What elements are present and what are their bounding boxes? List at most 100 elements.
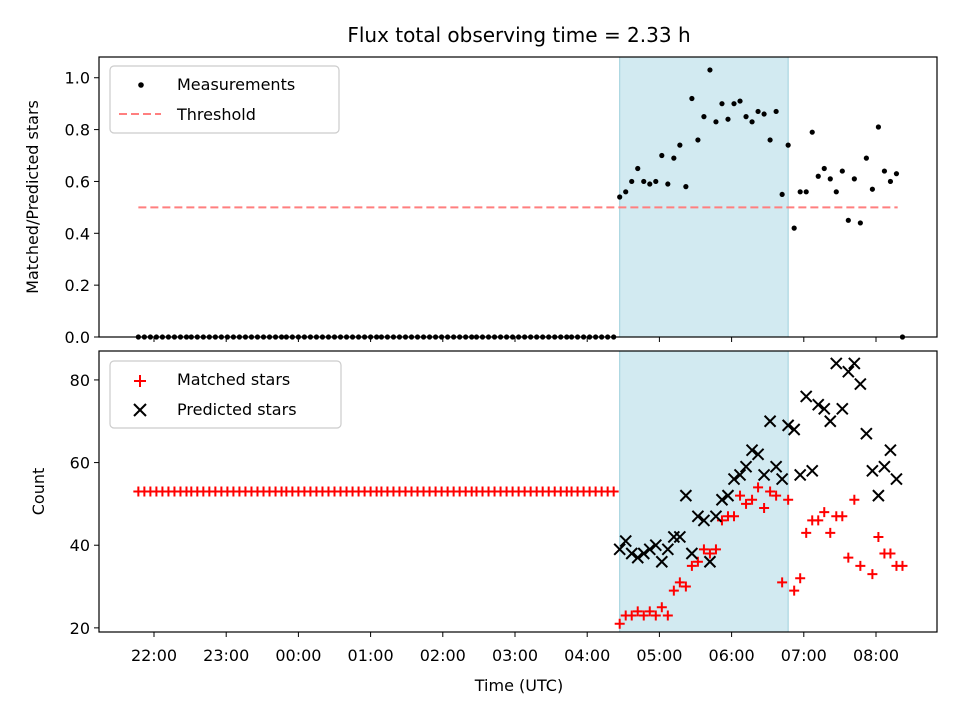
matched-star-point [771, 490, 782, 501]
measurement-point [737, 98, 743, 104]
count-legend-box [109, 360, 342, 429]
count-y-axis-label: Count [29, 468, 48, 516]
measurement-point [797, 189, 803, 195]
predicted-star-point [619, 534, 632, 548]
matched-star-point [759, 503, 770, 514]
matched-star-point [716, 515, 727, 526]
predicted-star-point [806, 464, 819, 478]
measurement-point [623, 189, 629, 195]
measurements-legend-label: Measurements [177, 75, 295, 94]
predicted-star-point [884, 443, 897, 457]
x-tick-label: 04:00 [564, 646, 610, 665]
predicted-star-point [613, 543, 626, 556]
predicted-star-point [757, 468, 771, 482]
matched-star-point [656, 602, 667, 613]
predicted-star-point [818, 402, 831, 416]
threshold-legend-label: Threshold [176, 105, 256, 124]
predicted-star-point [890, 472, 903, 486]
predicted-star-point [679, 489, 693, 502]
predicted-star-point [812, 398, 825, 411]
matched-star-point [644, 606, 655, 617]
measurement-point [665, 181, 671, 187]
measurement-point [779, 191, 785, 198]
matched-star-point [698, 544, 709, 555]
matched-star-point [873, 531, 884, 542]
predicted-star-point [727, 472, 741, 486]
predicted-star-point [691, 510, 705, 523]
predicted-star-point [625, 547, 638, 560]
measurement-point [875, 124, 882, 130]
measurement-point [791, 225, 797, 231]
measurement-point [617, 194, 623, 200]
x-tick-label: 03:00 [492, 646, 538, 665]
predicted-star-point [739, 460, 753, 473]
predicted-star-point [673, 530, 687, 544]
matched-star-point [614, 618, 625, 629]
matched-star-point [650, 610, 661, 621]
matched-star-point [753, 482, 764, 493]
predicted-star-point [751, 448, 765, 461]
matched-star-point [668, 585, 679, 596]
predicted-star-point [649, 539, 662, 552]
predicted-star-point [848, 357, 861, 370]
measurement-point [821, 165, 827, 172]
x-tick-label: 05:00 [636, 646, 682, 665]
matched-star-point [626, 610, 637, 621]
matched-star-point [710, 544, 721, 555]
predicted-star-point [781, 419, 795, 432]
matched-star-point [897, 560, 908, 571]
x-tick-label: 00:00 [275, 646, 321, 665]
measurement-point [653, 178, 659, 185]
predicted-star-point [733, 468, 747, 482]
matched-star-point [729, 511, 740, 522]
matched-star-point [813, 515, 824, 526]
predicted-star-point [830, 357, 843, 370]
measurement-point [707, 67, 713, 73]
predicted-star-point [745, 443, 759, 457]
measurement-point [857, 220, 863, 226]
measurement-point [803, 189, 809, 195]
x-tick-label: 06:00 [709, 646, 755, 665]
matched-star-point [608, 486, 619, 497]
predicted-star-point [715, 493, 729, 506]
matched-star-point [777, 577, 788, 588]
measurement-point [695, 137, 701, 143]
predicted-legend-label: Predicted stars [177, 400, 297, 419]
predicted-star-point [703, 555, 717, 568]
matched-star-point [741, 498, 752, 509]
matched-star-point [819, 507, 830, 518]
predicted-star-point [836, 402, 849, 416]
predicted-star-point [860, 427, 873, 440]
ratio-legend-box [109, 65, 340, 134]
measurement-point [713, 119, 719, 125]
matched-star-point [867, 569, 878, 580]
matched-star-point [837, 511, 848, 522]
predicted-star-point [685, 547, 699, 560]
x-tick-label: 02:00 [420, 646, 466, 665]
matched-star-point [680, 581, 691, 592]
count-y-tick-label: 20 [70, 619, 90, 638]
matched-star-point [662, 610, 673, 621]
ratio-y-tick-label: 0.0 [65, 328, 90, 347]
measurement-point [845, 217, 851, 223]
matched-star-point [747, 494, 758, 505]
predicted-star-point [872, 489, 885, 502]
x-tick-label: 23:00 [203, 646, 249, 665]
measurement-point [893, 171, 900, 177]
predicted-star-point [763, 415, 777, 428]
measurement-point [647, 181, 653, 187]
count-y-tick-label: 80 [70, 371, 90, 390]
measurement-point [785, 142, 791, 148]
measurement-point [683, 184, 689, 190]
ratio-legend: Measurements Threshold [109, 65, 340, 134]
matched-star-point [638, 610, 649, 621]
predicted-star-point [655, 555, 669, 568]
predicted-star-point [769, 460, 783, 473]
count-y-tick-label: 60 [70, 454, 90, 473]
predicted-star-point [643, 543, 656, 556]
x-axis-label: Time (UTC) [474, 676, 563, 695]
ratio-panel-frame [98, 56, 938, 338]
matched-star-point [825, 527, 836, 538]
predicted-star-point [697, 514, 711, 527]
ratio-y-tick-label: 0.2 [65, 276, 90, 295]
